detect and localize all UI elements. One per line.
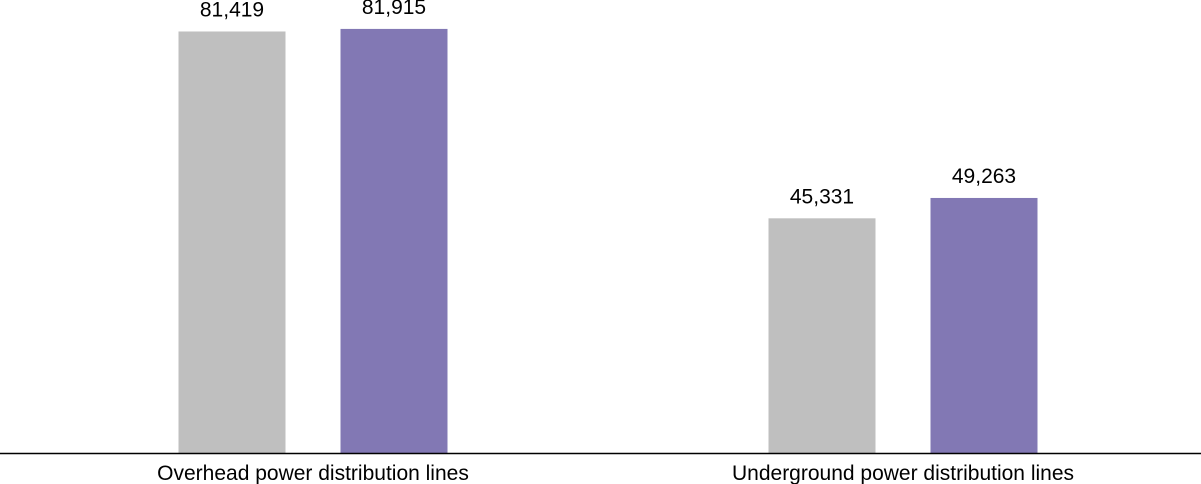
data-label-overhead-series-1: 81,419 [200,0,264,21]
bars-layer [178,28,1038,454]
x-tick-label-overhead: Overhead power distribution lines [157,462,469,484]
data-label-underground-series-2: 49,263 [952,165,1016,188]
data-label-overhead-series-2: 81,915 [362,0,426,19]
bar-overhead-series-1 [178,31,286,453]
value-labels-layer: 81,419 81,915 45,331 49,263 [200,0,1016,208]
data-label-underground-series-1: 45,331 [790,185,854,208]
bar-underground-series-2 [930,197,1038,453]
x-tick-label-underground: Underground power distribution lines [732,462,1074,484]
bar-overhead-series-2 [340,28,448,454]
tick-labels-layer: Overhead power distribution lines Undergr… [157,462,1074,484]
bar-underground-series-1 [768,218,876,453]
